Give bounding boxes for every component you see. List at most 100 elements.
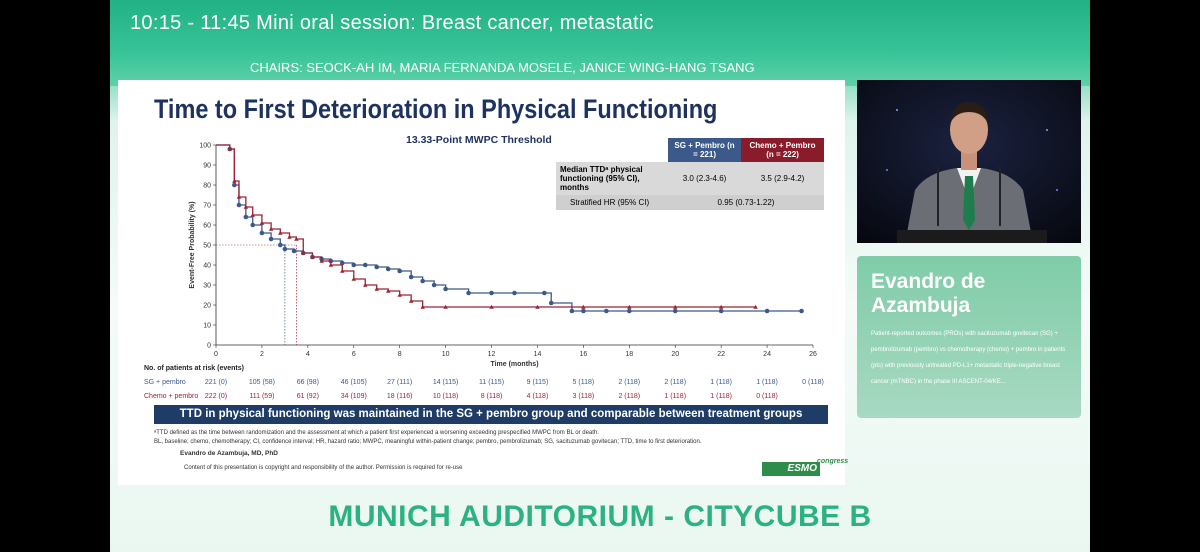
censor-point-sg [799,308,804,314]
session-header: 10:15 - 11:45 Mini oral session: Breast … [110,0,1090,86]
censor-point-sg [604,308,609,314]
censor-point-sg [259,230,265,236]
x-tick-label: 6 [352,351,356,358]
speaker-card: Evandro de Azambuja Patient-reported out… [857,256,1081,418]
x-tick-label: 22 [717,351,725,358]
censor-point-chemo [232,178,237,183]
censor-point-chemo [753,304,758,309]
censor-point-chemo [250,212,255,217]
table-header-sg: SG + Pembro (n = 221) [668,138,742,162]
esmo-logo-congress: congress [817,458,849,465]
presenter-credit: Evandro de Azambuja, MD, PhD [180,450,278,457]
censor-point-chemo [581,304,586,309]
talk-description: Patient-reported outcomes (PROs) with sa… [871,331,1066,385]
censor-point-sg [250,222,256,228]
censor-point-chemo [489,304,494,309]
censor-point-chemo [340,268,345,273]
censor-point-sg [718,308,724,314]
risk-value-sg: 2 (118) [664,379,687,386]
risk-value-chemo: 10 (118) [432,393,459,400]
censor-point-chemo [363,282,368,287]
risk-label-sg: SG + pembro [144,379,186,386]
censor-point-chemo [351,276,356,281]
x-tick-label: 4 [306,351,310,358]
censor-point-sg [243,214,249,220]
censor-point-sg [466,290,471,296]
risk-value-chemo: 18 (116) [386,393,413,400]
session-chairs: CHAIRS: SEOCK-AH IM, MARIA FERNANDA MOSE… [250,60,755,75]
censor-point-sg [512,290,517,296]
censor-point-chemo [408,298,414,303]
censor-point-sg [277,242,283,248]
censor-point-chemo [386,288,391,293]
speaker-video [857,80,1081,243]
censor-point-chemo [374,286,379,291]
risk-value-chemo: 34 (109) [340,393,367,400]
censor-point-chemo [673,304,678,309]
risk-value-chemo: 2 (118) [618,393,641,400]
censor-point-sg [374,264,380,270]
x-tick-label: 0 [214,351,218,358]
x-tick-label: 26 [809,351,817,358]
x-tick-label: 24 [763,351,771,358]
table-row2-value: 0.95 (0.73-1.22) [717,198,775,207]
censor-point-chemo [535,304,540,309]
censor-point-chemo [319,258,324,263]
y-tick-label: 10 [203,323,211,330]
y-tick-label: 100 [199,143,211,150]
censor-point-chemo [236,194,242,199]
censor-point-sg [362,262,368,268]
censor-point-chemo [301,250,306,255]
y-tick-label: 50 [203,243,211,250]
y-tick-label: 0 [207,343,211,350]
series-line-sg [216,144,802,312]
censor-point-sg [291,248,297,254]
series-line-chemo [216,144,756,308]
session-time-title: 10:15 - 11:45 Mini oral session: Breast … [130,12,654,34]
risk-value-chemo: 61 (92) [296,393,319,400]
x-tick-label: 2 [260,351,264,358]
risk-value-sg: 5 (118) [572,379,595,386]
speaker-name: Evandro de Azambuja [871,270,986,317]
censor-point-chemo [287,234,292,239]
y-tick-label: 90 [203,163,211,170]
speaker-figure [857,80,1081,243]
risk-value-sg: 9 (115) [526,379,549,386]
footnotes: ᵃTTD defined as the time between randomi… [154,429,734,447]
x-axis-label: Time (months) [490,361,538,368]
censor-point-chemo [627,304,632,309]
y-tick-label: 80 [203,183,211,190]
censor-point-sg [420,278,425,284]
risk-value-sg: 2 (118) [618,379,641,386]
censor-point-chemo [268,226,274,231]
censor-point-sg [581,308,586,314]
presentation-slide: Time to First Deterioration in Physical … [118,80,849,485]
x-tick-label: 20 [671,351,679,358]
censor-point-sg [232,182,237,188]
copyright-note: Content of this presentation is copyrigh… [184,465,463,471]
censor-point-sg [236,202,242,208]
x-tick-label: 10 [442,351,450,358]
censor-point-sg [569,308,575,314]
risk-value-sg: 11 (115) [479,379,505,386]
y-tick-label: 70 [203,203,211,210]
table-row1-label: Median TTDᵃ physical functioning (95% CI… [560,165,643,192]
risk-value-sg: 46 (105) [340,379,367,386]
censor-point-sg [627,308,632,314]
risk-table-header: No. of patients at risk (events) [144,365,244,372]
table-header-chemo: Chemo + Pembro (n = 222) [741,138,824,162]
risk-value-chemo: 3 (118) [572,393,595,400]
video-stage: 10:15 - 11:45 Mini oral session: Breast … [110,0,1090,552]
risk-value-chemo: 1 (118) [664,393,687,400]
risk-value-sg: 1 (118) [710,379,732,386]
censor-point-sg [542,290,547,296]
footnote-abbreviations: BL, baseline; chemo, chemotherapy; CI, c… [154,439,702,445]
risk-label-chemo: Chemo + pembro [144,393,199,400]
y-axis-label: Event-Free Probability (%) [189,201,196,288]
censor-point-sg [489,290,494,296]
censor-point-chemo [227,146,232,151]
risk-value-sg: 66 (98) [296,379,319,386]
table-row1-chemo: 3.5 (2.9-4.2) [760,174,805,183]
censor-point-sg [431,282,437,288]
